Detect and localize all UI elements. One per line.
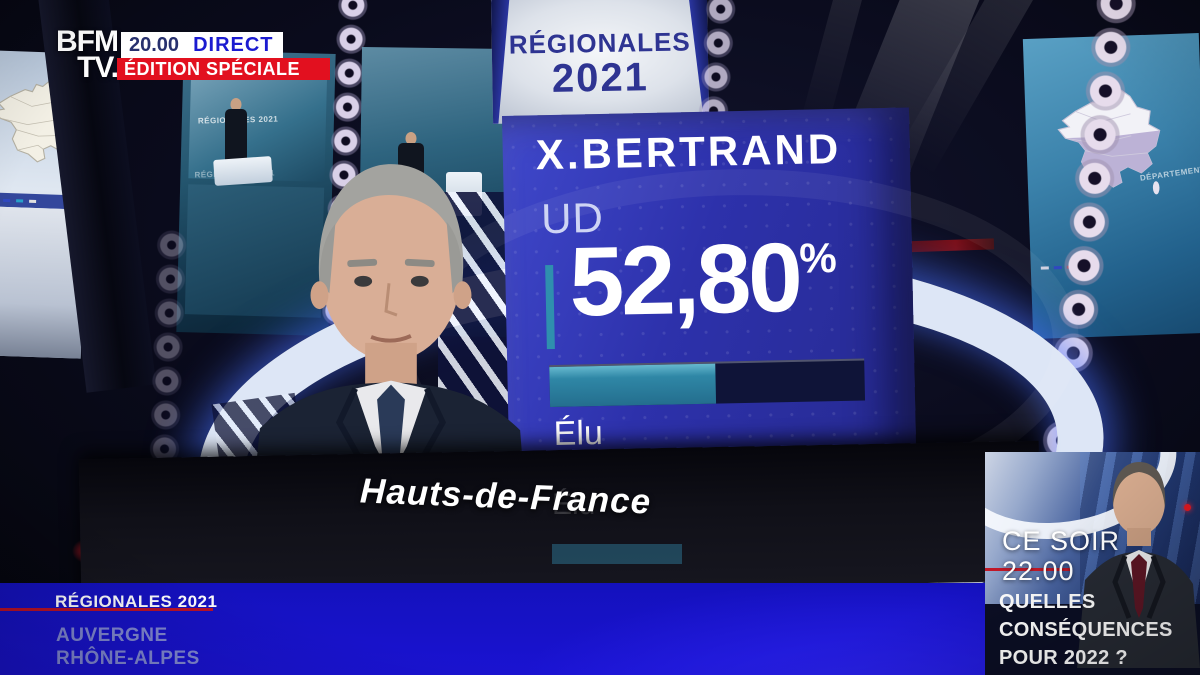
percent-sign: % [798, 234, 838, 282]
lower-third-brand: RÉGIONALES 2021 [55, 592, 218, 611]
live-label: DIRECT [193, 33, 274, 56]
tonight-label: CE SOIR [1002, 526, 1121, 556]
tonight-time: 22.00 [1002, 556, 1075, 586]
inset-red-line [985, 568, 1071, 571]
ghost-score-bar [552, 544, 682, 564]
score-bar-track [549, 358, 866, 408]
background-presenter-1 [225, 98, 247, 164]
lower-third-region: AUVERGNE RHÔNE-ALPES [56, 625, 200, 669]
score-bar-fill [549, 363, 717, 408]
coming-up-question: QUELLES CONSÉQUENCES POUR 2022 ? [999, 591, 1173, 669]
red-underline [0, 608, 213, 611]
inset-red-dot [1184, 504, 1191, 511]
ghost-status: Élu [552, 488, 596, 521]
bfmtv-logo: BFM TV. [56, 25, 119, 84]
result-panel: X.BERTRAND UD 52,80% Élu [383, 107, 1083, 529]
candidate-name: X.BERTRAND [535, 124, 842, 179]
inset-presenter [1077, 462, 1200, 668]
elected-status: Élu [553, 413, 604, 453]
show-title-line2: 2021 [551, 55, 650, 101]
regionales-2021-screen: RÉGIONALES 2021 [490, 0, 710, 124]
time-label: 20.00 [129, 33, 180, 56]
time-direct-badge: 20.00 DIRECT [121, 32, 283, 58]
score-value: 52,80% [568, 221, 838, 337]
coming-up-inset: CE SOIR 22.00 QUELLES CONSÉQUENCES POUR … [985, 452, 1200, 675]
special-edition-badge: ÉDITION SPÉCIALE [117, 58, 330, 80]
